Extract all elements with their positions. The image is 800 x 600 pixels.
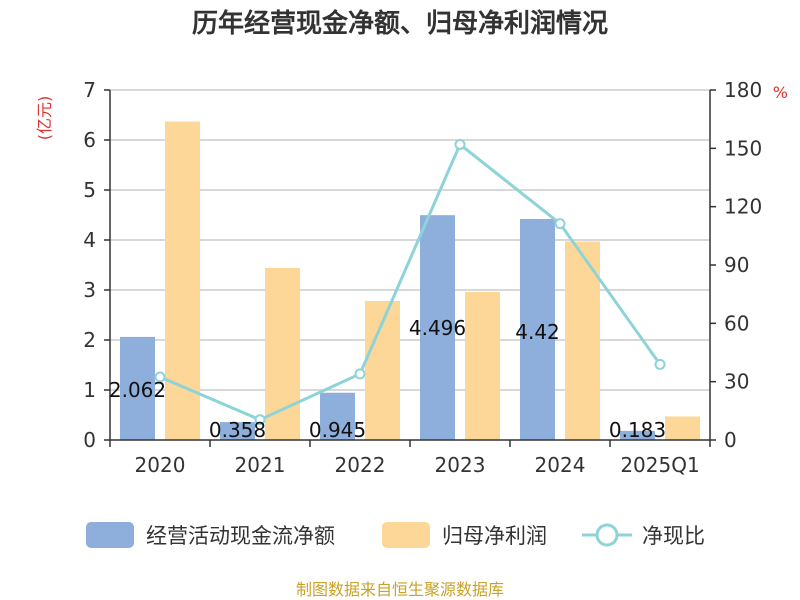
left-tick-label: 7 <box>83 78 96 102</box>
ratio-point <box>654 358 666 370</box>
ratio-point <box>254 414 266 426</box>
left-tick-label: 0 <box>83 428 96 452</box>
data-label-cashflow: 4.42 <box>515 320 560 344</box>
left-tick-label: 2 <box>83 328 96 352</box>
x-tick-label: 2023 <box>435 453 486 477</box>
right-tick-label: 120 <box>724 195 762 219</box>
bar-profit <box>665 416 700 440</box>
left-tick-label: 4 <box>83 228 96 252</box>
x-tick-label: 2020 <box>135 453 186 477</box>
legend-label-ratio: 净现比 <box>642 524 705 548</box>
bar-cashflow <box>620 430 655 440</box>
ratio-point <box>454 138 466 150</box>
bar-profit <box>265 268 300 440</box>
ratio-polyline <box>159 142 662 422</box>
ratio-point <box>154 371 166 383</box>
right-tick-label: 0 <box>724 428 737 452</box>
left-tick-label: 5 <box>83 178 96 202</box>
bars <box>120 121 700 440</box>
legend-swatch-profit <box>382 522 430 548</box>
legend-label-profit: 归母净利润 <box>442 524 547 548</box>
bar-cashflow <box>420 215 455 440</box>
legend-label-cashflow: 经营活动现金流净额 <box>146 524 335 548</box>
ratio-point <box>554 218 566 230</box>
left-tick-label: 1 <box>83 378 96 402</box>
bar-cashflow <box>120 336 155 440</box>
left-tick-label: 6 <box>83 128 96 152</box>
bar-profit <box>565 241 600 440</box>
x-tick-label: 2022 <box>335 453 386 477</box>
data-label-cashflow: 0.183 <box>609 418 666 442</box>
axes: 0 1 2 3 4 5 6 7 0 30 60 90 120 150 180 2020 2021 2022 2023… <box>83 78 762 477</box>
right-tick-label: 90 <box>724 253 749 277</box>
legend-swatch-cashflow <box>86 522 134 548</box>
data-label-cashflow: 0.358 <box>209 418 266 442</box>
data-label-cashflow: 2.062 <box>109 378 166 402</box>
right-tick-label: 30 <box>724 370 749 394</box>
ratio-line <box>154 138 666 426</box>
bar-cashflow <box>520 219 555 440</box>
chart-title: 历年经营现金净额、归母净利润情况 <box>192 8 608 39</box>
right-tick-label: 60 <box>724 311 749 335</box>
gridlines <box>110 89 710 391</box>
ratio-point <box>354 368 366 380</box>
right-tick-label: 150 <box>724 136 762 160</box>
right-tick-label: 180 <box>724 78 762 102</box>
x-tick-label: 2021 <box>235 453 286 477</box>
data-label-cashflow: 0.945 <box>309 418 366 442</box>
bar-profit <box>465 292 500 440</box>
bar-cashflow <box>320 392 355 440</box>
left-tick-label: 3 <box>83 278 96 302</box>
x-tick-label: 2024 <box>535 453 586 477</box>
x-tick-label: 2025Q1 <box>620 453 699 477</box>
legend-marker-ratio <box>595 523 619 547</box>
left-axis-unit: (亿元) <box>35 96 54 141</box>
data-labels: 2.062 0.358 0.945 4.496 4.42 0.183 <box>109 316 666 442</box>
bar-cashflow <box>220 422 255 440</box>
legend: 经营活动现金流净额 归母净利润 净现比 <box>86 522 705 548</box>
source-note: 制图数据来自恒生聚源数据库 <box>296 580 504 599</box>
right-axis-unit: % <box>773 83 788 102</box>
data-label-cashflow: 4.496 <box>409 316 466 340</box>
